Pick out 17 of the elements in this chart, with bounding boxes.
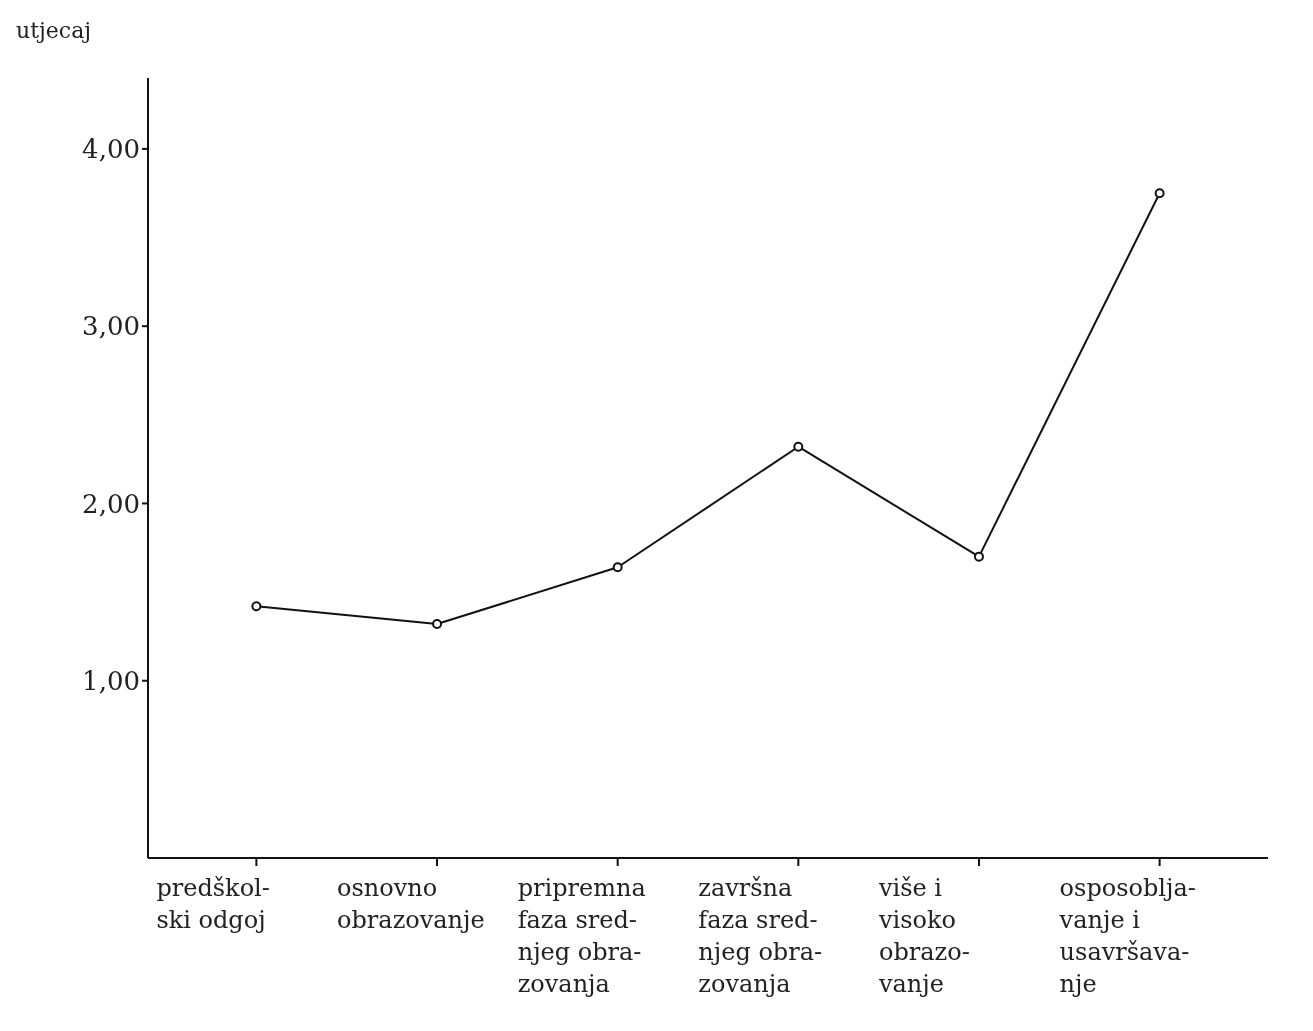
- x-tick-label: završna faza sred- njeg obra- zovanja: [698, 874, 823, 998]
- y-tick-label: 3,00: [82, 311, 140, 342]
- point: [612, 562, 623, 573]
- y-tick-label: 4,00: [82, 134, 140, 165]
- y-tick-label: 2,00: [82, 488, 140, 519]
- point: [432, 619, 443, 629]
- point: [973, 551, 984, 562]
- x-tick-label: pripremna faza sred- njeg obra- zovanja: [517, 874, 646, 998]
- point: [793, 441, 804, 452]
- y-tick-label: 1,00: [82, 665, 140, 696]
- y-axis-title: utjecaj: [16, 18, 92, 43]
- x-tick-label: osnovno obrazovanje: [337, 874, 485, 934]
- x-tick-label: predškol- ski odgoj: [156, 874, 270, 934]
- x-tick-label: osposoblja- vanje i usavršava- nje: [1058, 874, 1196, 998]
- point: [251, 601, 262, 612]
- point: [1154, 188, 1165, 199]
- x-tick-label: više i visoko obrazo- vanje: [877, 874, 970, 998]
